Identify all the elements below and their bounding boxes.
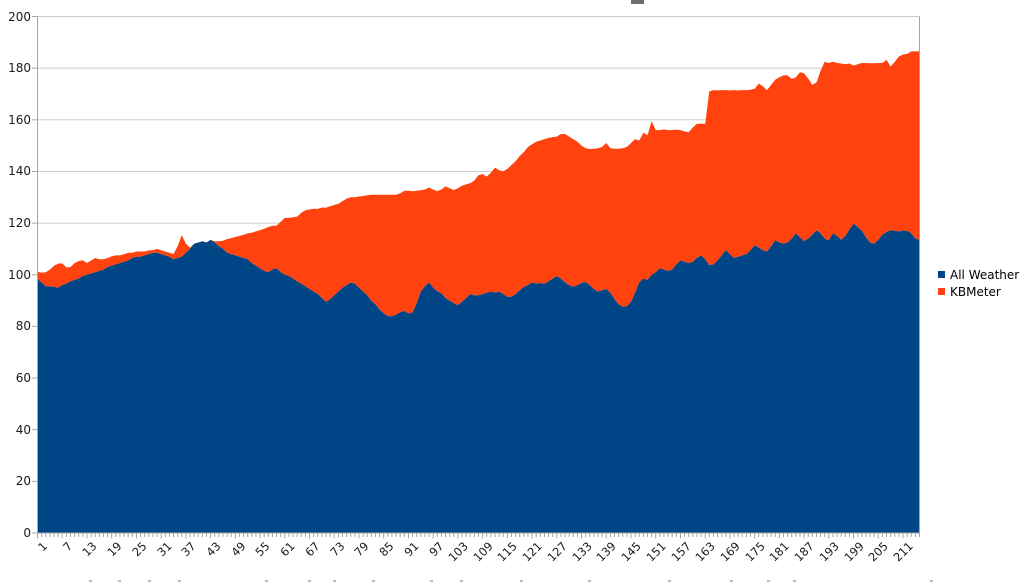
- cropped-text-artifact: [118, 580, 121, 582]
- cropped-text-artifact: [668, 580, 671, 582]
- legend-label-all-weather: All Weather: [950, 267, 1020, 282]
- legend-item-all-weather: All Weather: [938, 266, 1019, 283]
- cropped-text-artifact: [460, 580, 463, 582]
- cropped-text-artifact: [930, 580, 933, 582]
- cropped-text-artifact: [89, 580, 92, 582]
- all-weather-area: [37, 223, 920, 533]
- cropped-text-artifact: [308, 580, 311, 582]
- cropped-text-artifact: [265, 580, 268, 582]
- cropped-text-artifact: [430, 580, 433, 582]
- cropped-text-artifact: [588, 580, 591, 582]
- cropped-text-artifact: [520, 580, 523, 582]
- kbmeter-swatch-icon: [938, 288, 945, 295]
- kbmeter-area: [37, 51, 920, 317]
- cropped-text-artifact: [372, 580, 375, 582]
- legend-item-kbmeter: KBMeter: [938, 283, 1019, 300]
- cropped-text-artifact: [767, 580, 770, 582]
- cut-off-title-fragment: [631, 0, 644, 4]
- cropped-text-artifact: [793, 580, 796, 582]
- cropped-text-artifact: [178, 580, 181, 582]
- cropped-text-artifact: [333, 580, 336, 582]
- cropped-text-artifact: [730, 580, 733, 582]
- all-weather-swatch-icon: [938, 271, 945, 278]
- legend: All Weather KBMeter: [938, 266, 1019, 300]
- cropped-text-artifact: [148, 580, 151, 582]
- legend-label-kbmeter: KBMeter: [950, 284, 1001, 299]
